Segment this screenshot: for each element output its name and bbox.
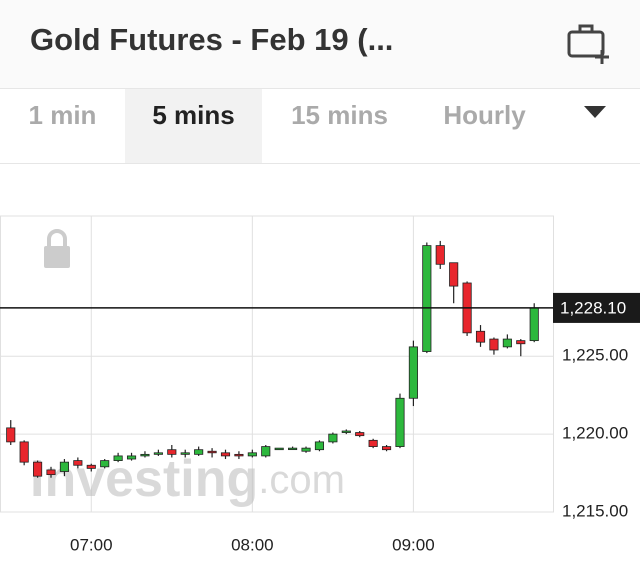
candle-body	[301, 447, 311, 452]
candle-body	[529, 307, 539, 342]
candle-body	[449, 262, 459, 287]
add-portfolio-icon[interactable]	[566, 22, 614, 64]
tab[interactable]: Hourly	[443, 100, 526, 130]
candle-body	[46, 469, 56, 476]
candle-body	[422, 245, 432, 352]
x-tick-label: 09:00	[392, 535, 435, 554]
tab[interactable]: 15 mins	[291, 100, 388, 130]
x-tick-label: 08:00	[231, 535, 274, 554]
candle-body	[73, 460, 83, 466]
last-price-label: 1,228.10	[560, 298, 626, 317]
watermark-text: Investing	[30, 450, 258, 508]
candle-body	[247, 452, 257, 457]
candle-body	[355, 432, 365, 437]
candle-body	[435, 245, 445, 265]
candle-body	[234, 453, 244, 457]
candle-body	[502, 338, 512, 348]
candle-body	[368, 439, 378, 447]
candle-body	[382, 446, 392, 451]
candle-body	[19, 441, 29, 463]
candle-body	[341, 430, 351, 433]
candle-body	[194, 449, 204, 455]
candle-body	[314, 441, 325, 451]
candle-body	[274, 447, 284, 451]
candle-body	[140, 453, 150, 457]
candle-body	[100, 460, 110, 468]
candle-body	[489, 338, 499, 351]
candle-body	[395, 397, 405, 447]
tab[interactable]: 5 mins	[125, 89, 262, 163]
candle-body	[328, 433, 338, 443]
watermark-text: .com	[258, 458, 345, 502]
y-tick-label: 1,220.00	[562, 424, 628, 443]
lock-icon[interactable]	[44, 229, 70, 268]
chart: 1,215.00 1,220.00 1,225.00 07:00 08:00 09:00 I…	[0, 215, 640, 554]
candle-body	[516, 340, 526, 345]
candle-body	[33, 461, 43, 477]
candle-body	[167, 449, 177, 455]
candle-body	[408, 346, 418, 399]
candle-body	[207, 450, 217, 454]
candle-body	[86, 464, 96, 469]
y-tick-label: 1,225.00	[562, 346, 628, 365]
candle-body	[6, 427, 16, 443]
candle-body	[113, 455, 123, 461]
y-tick-label: 1,215.00	[562, 501, 628, 520]
candle-body	[475, 330, 486, 343]
last-price-box	[553, 292, 640, 323]
title: Gold Futures - Feb 19 (...	[30, 22, 394, 57]
header: Gold Futures - Feb 19 (...	[0, 0, 640, 89]
candle-body	[153, 452, 163, 455]
dropdown[interactable]	[584, 106, 608, 120]
x-tick-label: 07:00	[70, 535, 113, 554]
candle-body	[288, 447, 298, 451]
watermark: Investing.com	[30, 450, 345, 508]
candle-body	[261, 446, 271, 457]
candle-body	[59, 461, 69, 472]
candle-body	[220, 452, 231, 457]
candle-body	[180, 452, 190, 455]
tabs: 1 min 5 mins 15 mins Hourly	[0, 89, 640, 164]
candle-body	[126, 455, 137, 460]
tab[interactable]: 1 min	[28, 100, 97, 130]
